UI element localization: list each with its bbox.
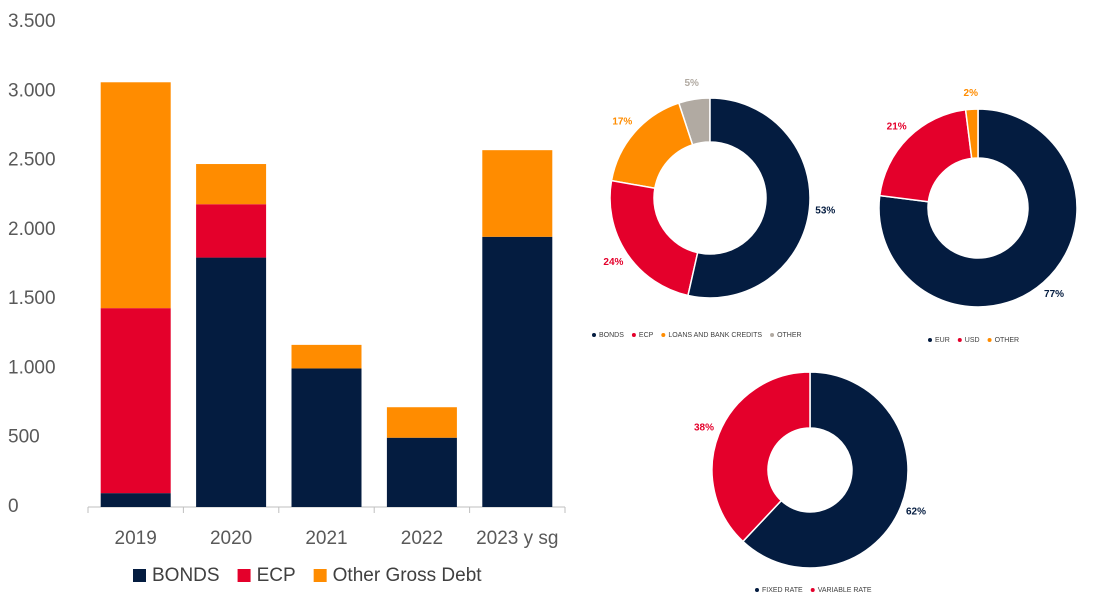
bar-segment [482,150,553,237]
legend-label: ECP [257,565,296,586]
legend-marker [661,333,666,337]
y-tick-label: 2.000 [8,219,56,240]
donut-slice [878,108,1078,308]
donut-slice [741,371,909,569]
legend-marker [592,333,596,337]
x-tick-label: 2021 [305,528,347,549]
legend-marker [770,333,775,337]
slice-label: 53% [815,205,835,216]
y-tick-label: 0 [8,496,19,517]
y-tick-label: 500 [8,427,40,448]
x-tick-label: 2023 y sg [476,528,558,549]
bar-segment [100,82,171,309]
legend-swatch [133,569,146,582]
y-tick-label: 1.500 [8,288,56,309]
bar-segment [291,344,362,369]
legend-marker [810,588,815,592]
bar-segment [100,308,171,494]
x-tick-label: 2022 [401,528,443,549]
y-tick-label: 1.000 [8,357,56,378]
legend-label: LOANS AND BANK CREDITS [668,332,762,339]
legend-label: OTHER [777,332,802,339]
legend-marker [928,338,932,342]
bar-segment [386,407,457,438]
x-tick-label: 2020 [210,528,252,549]
legend-marker [631,333,636,337]
slice-label: 21% [887,121,907,132]
legend-swatch [313,569,327,582]
legend-label: EUR [935,337,950,344]
bar-segment [196,257,267,507]
y-tick-label: 3.000 [8,80,56,101]
donut-slice [687,97,811,299]
legend-swatch [237,569,251,582]
bar-segment [196,164,267,205]
slice-label: 38% [694,423,714,434]
x-tick-label: 2019 [115,528,157,549]
slice-label: 77% [1044,289,1064,300]
legend-marker [755,588,759,592]
y-tick-label: 3.500 [8,11,56,32]
bar-segment [196,204,267,258]
slice-label: 5% [684,78,699,89]
bar-segment [482,236,553,508]
legend-label: Other Gross Debt [333,565,483,586]
slice-label: 2% [964,88,979,99]
slice-label: 17% [612,117,632,128]
bar-segment [291,368,362,507]
y-tick-label: 2.500 [8,150,56,171]
donut-slice [964,108,979,160]
bar-segment [386,437,457,507]
donut-slice [609,179,699,297]
donut-slice [711,371,811,543]
legend-label: VARIABLE RATE [818,587,872,594]
legend-label: USD [965,337,980,344]
legend-label: OTHER [995,337,1020,344]
legend-marker [987,338,992,342]
legend-label: BONDS [599,332,624,339]
legend-label: FIXED RATE [762,587,803,594]
slice-label: 62% [906,507,926,518]
legend-label: ECP [639,332,654,339]
legend-label: BONDS [152,565,220,586]
slice-label: 24% [603,257,623,268]
bar-segment [100,493,171,507]
legend-marker [957,338,962,342]
